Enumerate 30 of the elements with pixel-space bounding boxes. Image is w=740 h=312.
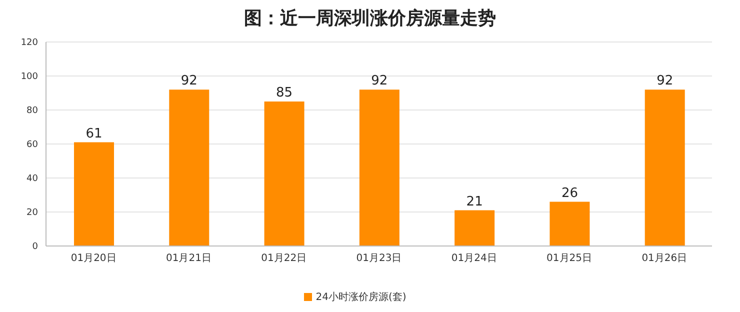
x-tick-label: 01月26日 [642,253,688,264]
bar [550,202,590,246]
x-tick-label: 01月25日 [546,253,592,264]
x-tick-label: 01月24日 [451,253,497,264]
data-label: 26 [561,186,578,201]
bar [264,102,304,246]
y-tick-label: 40 [26,174,38,184]
y-tick-label: 100 [20,72,38,82]
y-tick-label: 0 [32,242,38,252]
bar [74,142,114,246]
bar [359,90,400,246]
legend-label: 24小时涨价房源(套) [316,292,406,303]
data-label: 61 [86,126,102,142]
y-tick-label: 60 [26,140,38,150]
x-tick-label: 01月22日 [261,253,307,264]
data-label: 92 [656,74,674,89]
y-tick-label: 20 [26,208,38,218]
chart-title: 图：近一周深圳涨价房源量走势 [243,8,497,31]
data-label: 92 [180,74,198,89]
data-label: 21 [466,194,483,210]
x-tick-label: 01月21日 [166,253,212,264]
bar [454,210,495,246]
bar [169,90,210,246]
bar [644,90,685,246]
data-label: 85 [276,86,293,100]
y-tick-label: 120 [20,38,38,48]
x-tick-label: 01月20日 [70,253,116,264]
y-tick-label: 80 [26,106,38,116]
data-label: 92 [371,74,388,89]
x-tick-label: 01月23日 [356,253,402,264]
